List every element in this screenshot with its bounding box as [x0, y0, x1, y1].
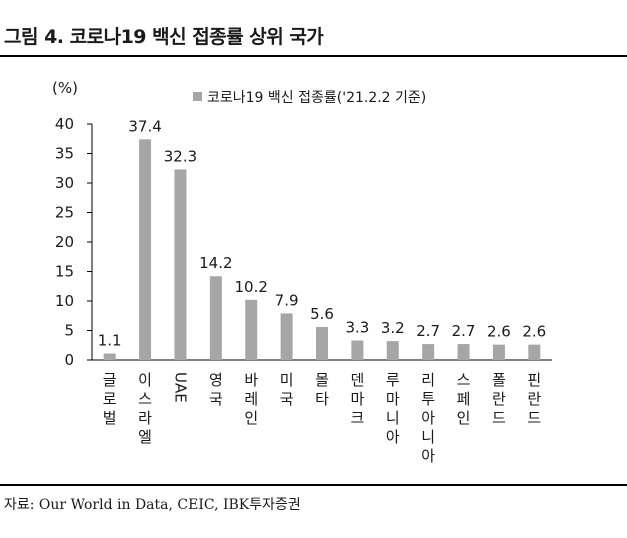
source-divider [0, 484, 627, 486]
y-tick-label: 20 [55, 233, 74, 251]
bar [280, 313, 293, 360]
y-tick-label: 5 [64, 322, 74, 340]
category-labels: 글 로 벌 이 스 라 엘 UAE 영 국 바 레 인 미 국 몰 타 덴 마 크 루 마 니 아 리 투 아 니 아 스 페 인 폴 란 드 핀 란 드 [103, 371, 542, 465]
legend: 코로나19 백신 접종률('21.2.2 기준) [193, 90, 426, 106]
y-tick-label: 40 [55, 115, 74, 133]
legend-label: 코로나19 백신 접종률('21.2.2 기준) [207, 90, 426, 106]
source-note: 자료: Our World in Data, CEIC, IBK투자증권 [4, 497, 301, 513]
data-label: 1.1 [98, 332, 122, 350]
bar [386, 341, 399, 360]
y-ticks: 0 5 10 15 20 25 30 35 40 [55, 115, 92, 369]
bar [422, 344, 435, 360]
data-labels: 1.1 37.432.3 14.210.2 7.9 5.6 3.3 3.2 2.7 2.7 2.6… [98, 117, 546, 349]
data-label: 10.2 [235, 278, 268, 296]
y-tick-label: 10 [55, 292, 74, 310]
title-divider [0, 55, 627, 57]
data-label: 3.3 [345, 319, 369, 337]
data-label: 2.7 [452, 322, 476, 340]
data-label: 7.9 [275, 291, 299, 309]
data-label: 2.6 [487, 323, 511, 341]
y-tick-label: 30 [55, 174, 74, 192]
bar [209, 276, 222, 360]
bar [351, 340, 364, 360]
figure-title: 그림 4. 코로나19 백신 접종률 상위 국가 [4, 26, 324, 48]
data-label: 37.4 [128, 117, 161, 135]
y-axis-unit-label: (%) [52, 79, 78, 97]
bar [457, 344, 470, 360]
bar-chart: (%) 코로나19 백신 접종률('21.2.2 기준) 0 5 10 15 20 25 3… [52, 79, 552, 465]
bar [245, 299, 258, 360]
bar [174, 169, 187, 360]
data-label: 2.6 [522, 323, 546, 341]
data-label: 3.2 [381, 319, 405, 337]
y-tick-label: 0 [64, 351, 74, 369]
category-label: UAE [171, 372, 189, 403]
bar [139, 139, 152, 360]
y-tick-label: 15 [55, 263, 74, 281]
data-label: 14.2 [199, 254, 232, 272]
data-label: 5.6 [310, 305, 334, 323]
legend-swatch [193, 92, 202, 101]
data-label: 2.7 [416, 322, 440, 340]
bar [528, 344, 541, 360]
data-label: 32.3 [164, 147, 197, 165]
bars [103, 139, 541, 360]
y-tick-label: 25 [55, 204, 74, 222]
bar [492, 344, 505, 360]
y-tick-label: 35 [55, 145, 74, 163]
bar [316, 326, 328, 360]
bar [103, 353, 116, 360]
